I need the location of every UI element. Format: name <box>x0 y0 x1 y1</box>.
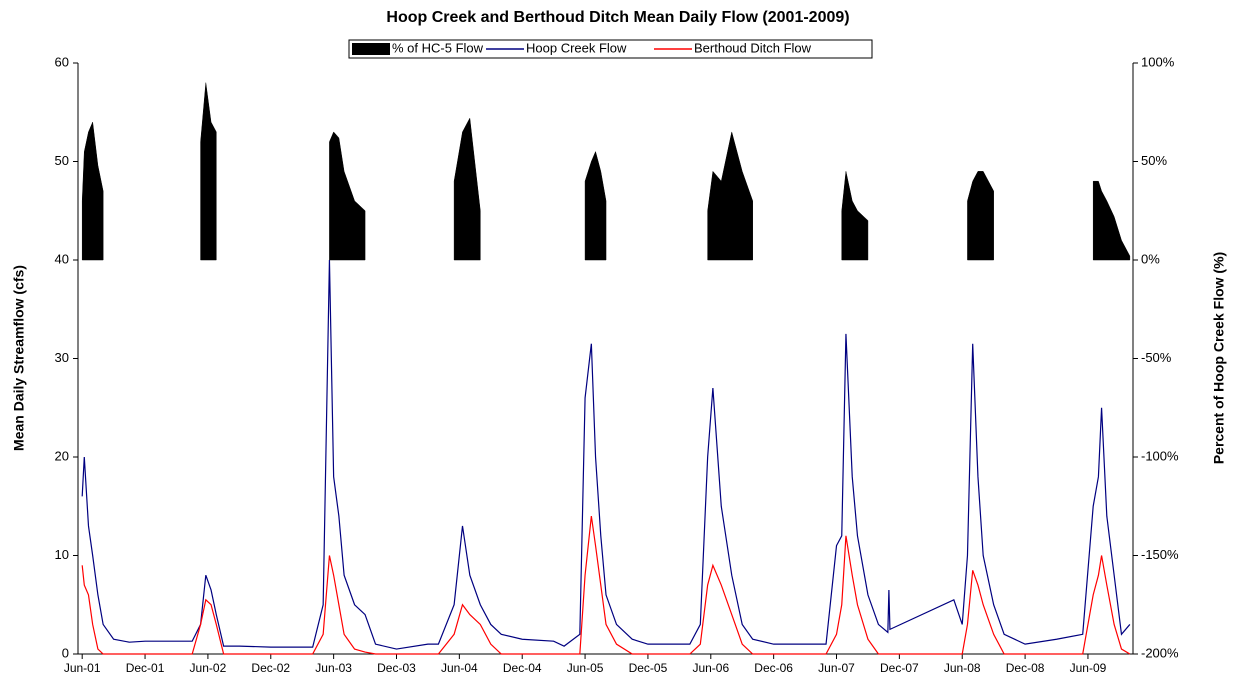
line <box>81 259 1131 650</box>
y-axis-title: Mean Daily Streamflow (cfs) <box>11 265 27 451</box>
legend-box <box>348 39 873 59</box>
y2-tick-label: 100% <box>1141 54 1175 69</box>
x-tick-label: Jun-01 <box>64 661 101 675</box>
x-tick-label: Jun-02 <box>190 661 227 675</box>
x-tick-label: Dec-03 <box>377 661 416 675</box>
y2-tick-label: -50% <box>1141 350 1172 365</box>
x-tick-label: Jun-04 <box>441 661 478 675</box>
x-tick-label: Dec-07 <box>880 661 919 675</box>
y-tick-label: 30 <box>55 350 69 365</box>
x-tick-label: Dec-02 <box>251 661 290 675</box>
x-tick-label: Dec-05 <box>629 661 668 675</box>
y2-tick-label: -150% <box>1141 547 1179 562</box>
x-tick-label: Dec-08 <box>1006 661 1045 675</box>
x-tick-label: Jun-06 <box>692 661 729 675</box>
y-tick-label: 20 <box>55 448 69 463</box>
legend-swatch <box>352 43 390 55</box>
y2-tick-label: 0% <box>1141 251 1160 266</box>
y2-tick-label: -100% <box>1141 448 1179 463</box>
x-tick-label: Jun-08 <box>944 661 981 675</box>
x-tick-label: Dec-01 <box>126 661 165 675</box>
y-tick-label: 0 <box>62 645 69 660</box>
x-tick-label: Jun-07 <box>818 661 855 675</box>
legend-label: % of HC-5 Flow <box>392 40 484 55</box>
x-tick-label: Jun-09 <box>1070 661 1107 675</box>
y2-axis-title: Percent of Hoop Creek Flow (%) <box>1211 252 1227 464</box>
y-tick-label: 40 <box>55 251 69 266</box>
legend-label: Hoop Creek Flow <box>526 40 627 55</box>
x-tick-label: Jun-03 <box>315 661 352 675</box>
area <box>81 82 1131 261</box>
x-tick-label: Jun-05 <box>567 661 604 675</box>
y-tick-label: 50 <box>55 153 69 168</box>
y-tick-label: 10 <box>55 547 69 562</box>
y2-tick-label: -200% <box>1141 645 1179 660</box>
legend-label: Berthoud Ditch Flow <box>694 40 812 55</box>
x-tick-label: Dec-06 <box>754 661 793 675</box>
y-tick-label: 60 <box>55 54 69 69</box>
line <box>81 516 1131 655</box>
x-tick-label: Dec-04 <box>503 661 542 675</box>
y2-tick-label: 50% <box>1141 153 1167 168</box>
chart-title: Hoop Creek and Berthoud Ditch Mean Daily… <box>386 9 849 26</box>
